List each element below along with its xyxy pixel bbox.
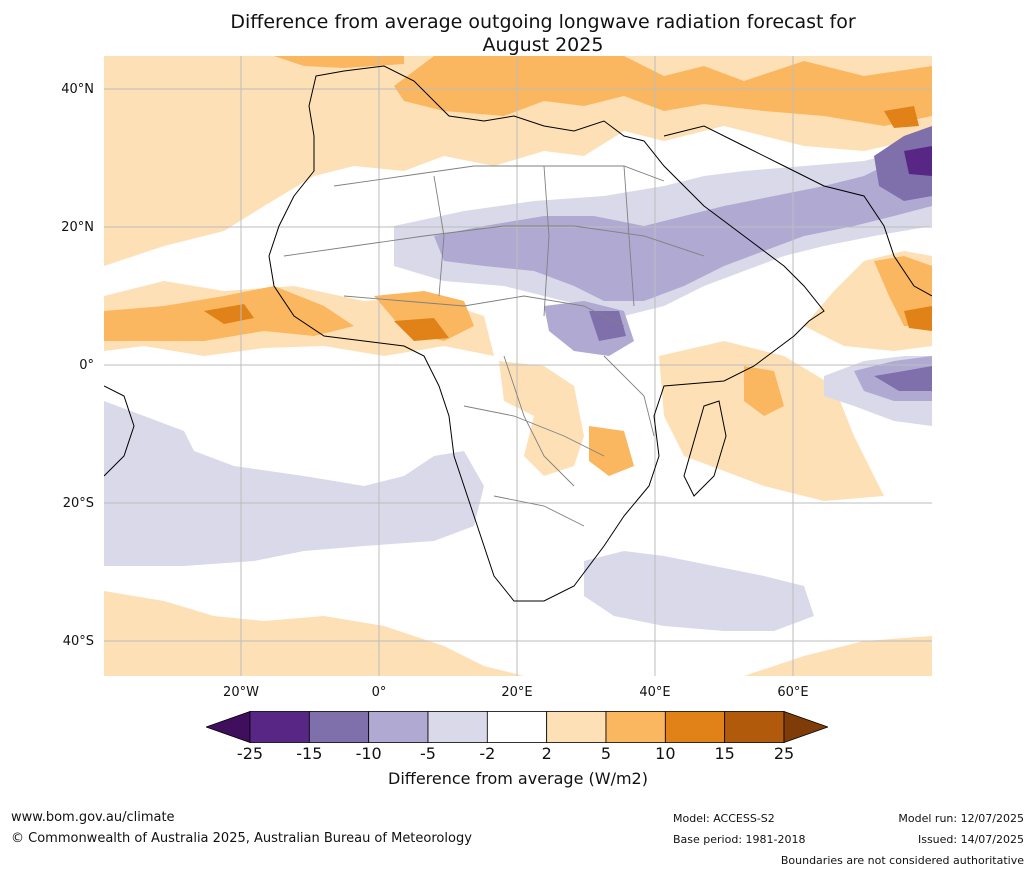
map-canvas bbox=[104, 56, 932, 676]
colorbar-segment bbox=[486, 711, 548, 743]
colorbar-tick-label: -5 bbox=[420, 744, 436, 763]
footer-model-run: Model run: 12/07/2025 bbox=[898, 812, 1024, 825]
lon-label-20e: 20°E bbox=[501, 685, 533, 700]
lon-label-20w: 20°W bbox=[223, 685, 259, 700]
colorbar bbox=[206, 711, 828, 743]
colorbar-tick-label: 2 bbox=[541, 744, 552, 763]
footer-disclaimer: Boundaries are not considered authoritat… bbox=[780, 854, 1024, 867]
colorbar-segment bbox=[308, 711, 370, 743]
negative-anomaly-extreme bbox=[904, 146, 932, 176]
lon-label-40e: 40°E bbox=[639, 685, 671, 700]
footer-copyright: © Commonwealth of Australia 2025, Austra… bbox=[11, 831, 472, 846]
lat-label-40n: 40°N bbox=[61, 82, 94, 97]
chart-title-line2: August 2025 bbox=[482, 34, 604, 56]
chart-title-line1: Difference from average outgoing longwav… bbox=[230, 11, 856, 33]
colorbar-tick-label: 5 bbox=[600, 744, 612, 763]
footer-base-period: Base period: 1981-2018 bbox=[673, 833, 806, 846]
colorbar-segment bbox=[664, 711, 726, 743]
lon-label-60e: 60°E bbox=[777, 685, 809, 700]
lat-label-20s: 20°S bbox=[62, 496, 94, 511]
country-borders bbox=[283, 165, 705, 527]
colorbar-segment bbox=[546, 711, 607, 743]
colorbar-tick-label: 10 bbox=[655, 744, 676, 763]
footer-model: Model: ACCESS-S2 bbox=[673, 812, 775, 825]
colorbar-segment bbox=[605, 711, 666, 743]
lon-label-0: 0° bbox=[371, 685, 387, 700]
colorbar-tick-label: -25 bbox=[236, 744, 264, 763]
negative-anomaly-strong bbox=[589, 126, 932, 391]
colorbar-extend-high bbox=[783, 711, 828, 743]
graticule bbox=[104, 56, 932, 676]
colorbar-segment bbox=[427, 711, 488, 743]
footer-issued: Issued: 14/07/2025 bbox=[917, 833, 1024, 846]
colorbar-tick-label: -10 bbox=[355, 744, 382, 763]
lat-label-40s: 40°S bbox=[62, 634, 94, 649]
footer-url: www.bom.gov.au/climate bbox=[11, 810, 175, 825]
colorbar-segment bbox=[368, 711, 429, 743]
colorbar-segment bbox=[724, 711, 785, 743]
positive-anomaly-light bbox=[104, 56, 932, 676]
colorbar-tick-label: 25 bbox=[773, 744, 795, 763]
colorbar-tick-label: -2 bbox=[479, 744, 496, 763]
colorbar-label: Difference from average (W/m2) bbox=[388, 769, 648, 788]
forecast-map bbox=[104, 56, 932, 676]
colorbar-tick-label: 15 bbox=[714, 744, 735, 763]
coastlines bbox=[104, 65, 932, 602]
colorbar-segment bbox=[249, 711, 310, 743]
colorbar-extend-low bbox=[206, 711, 251, 743]
lat-label-20n: 20°N bbox=[61, 220, 94, 235]
lat-label-0: 0° bbox=[79, 358, 94, 373]
colorbar-tick-label: -15 bbox=[296, 744, 323, 763]
